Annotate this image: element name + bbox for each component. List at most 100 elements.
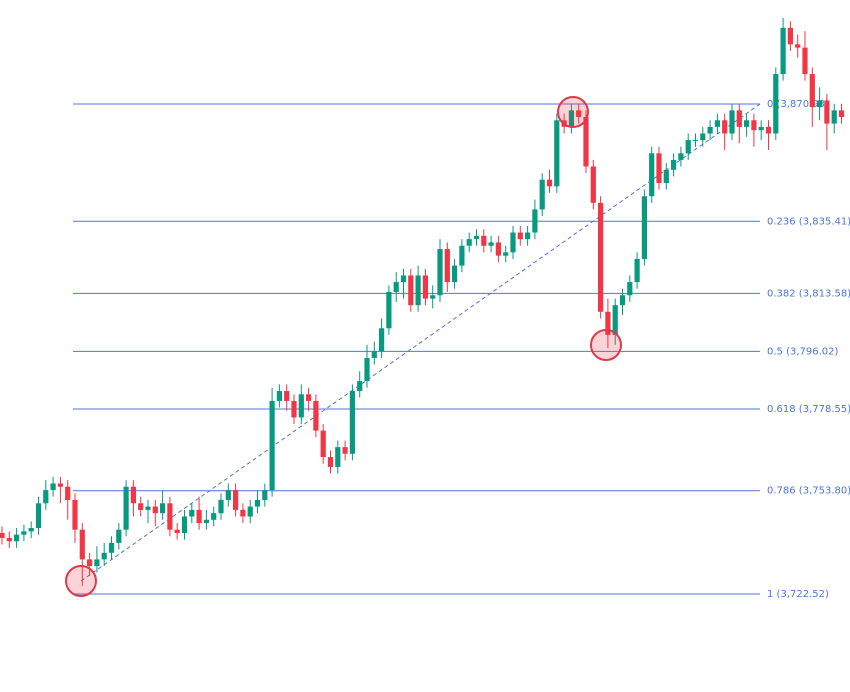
candle-body [831, 110, 837, 124]
candle-body [481, 235, 487, 246]
candle-body [656, 153, 662, 184]
candle-body [466, 239, 472, 246]
candle-body [612, 305, 618, 335]
candle-body [510, 232, 516, 253]
candle-body [371, 351, 377, 359]
candle-body [298, 394, 304, 418]
candle-body [452, 265, 458, 283]
candle-body [6, 537, 12, 542]
candle-body [576, 110, 582, 117]
candle-body [729, 110, 735, 134]
candle-body [57, 483, 63, 487]
candle-body [152, 506, 158, 514]
candle-body [473, 235, 480, 240]
candle-body [14, 534, 20, 542]
candle-body [138, 503, 144, 510]
candle-body [583, 116, 589, 167]
fib-label: 0 (3,870.93) [767, 99, 829, 110]
candle-body [240, 509, 246, 517]
candle-body [269, 400, 275, 491]
candle-body [72, 499, 78, 530]
candle-body [736, 110, 742, 127]
candle-body [79, 529, 85, 560]
candle-body [525, 232, 531, 240]
candle-body [539, 179, 545, 210]
candle-body [568, 110, 574, 127]
candle-body [218, 499, 224, 514]
candle-body [685, 140, 691, 154]
candle-body [196, 509, 202, 524]
candle-body [700, 133, 706, 141]
candle-body [517, 232, 523, 240]
candle-body [393, 282, 399, 292]
candle-body [619, 295, 626, 306]
candle-body [744, 120, 750, 127]
candle-body [181, 516, 188, 533]
candle-body [817, 100, 823, 108]
candle-body [284, 391, 290, 401]
candle-body [0, 532, 5, 538]
candle-body [824, 100, 830, 124]
candle-body [189, 509, 195, 517]
candle-body [35, 503, 42, 529]
candle-body [707, 126, 713, 134]
fib-levels: 0 (3,870.93) 0.236 (3,835.41) 0.382 (3,813… [73, 99, 850, 600]
candle-body [795, 44, 801, 48]
anchor-marker [590, 329, 622, 361]
candle-body [94, 559, 100, 567]
candle-body [276, 391, 282, 401]
candle-body [247, 506, 253, 517]
candle-body [444, 249, 450, 283]
candle-body [809, 74, 815, 108]
candle-body [430, 295, 436, 299]
candle-body [364, 358, 370, 382]
candle-body [357, 381, 363, 392]
candle-body [262, 490, 268, 500]
candle-body [50, 483, 56, 491]
candle-body [532, 209, 538, 233]
candle-body [671, 159, 677, 170]
candle-body [802, 47, 808, 75]
candle-body [758, 126, 764, 131]
candle-body [160, 503, 166, 514]
candle-body [386, 291, 392, 329]
candle-body [495, 242, 501, 256]
candle-body [211, 513, 217, 520]
candle-body [751, 120, 757, 131]
candle-body [422, 275, 428, 299]
candle-body [116, 529, 122, 543]
fib-label: 0.382 (3,813.58) [767, 288, 850, 299]
candle-body [21, 531, 27, 535]
candle-body [554, 120, 560, 187]
candle-body [87, 559, 93, 567]
candle-body [546, 179, 553, 187]
candle-body [714, 120, 720, 127]
candle-body [605, 311, 611, 335]
candle-body [503, 252, 509, 256]
candle-body [590, 166, 596, 203]
candle-body [167, 503, 173, 530]
candle-body [780, 27, 786, 75]
candle-body [145, 506, 151, 510]
candle-body [627, 282, 633, 296]
candle-body [203, 519, 209, 524]
candle-body [342, 447, 348, 454]
candle-body [722, 120, 728, 134]
trend-line [80, 103, 761, 582]
fib-label: 1 (3,722.52) [767, 589, 829, 600]
candle-body [349, 391, 355, 454]
candle-body [65, 486, 71, 500]
fib-label: 0.236 (3,835.41) [767, 216, 850, 227]
candle-body [123, 486, 129, 530]
fib-label: 0.5 (3,796.02) [767, 346, 839, 357]
anchor-marker [557, 96, 589, 128]
candle-body [233, 490, 239, 510]
candle-body [101, 552, 107, 560]
fib-label: 0.618 (3,778.55) [767, 404, 850, 415]
candle-body [765, 126, 772, 134]
candle-body [225, 490, 231, 500]
candle-body [130, 486, 136, 504]
candle-body [415, 275, 421, 306]
